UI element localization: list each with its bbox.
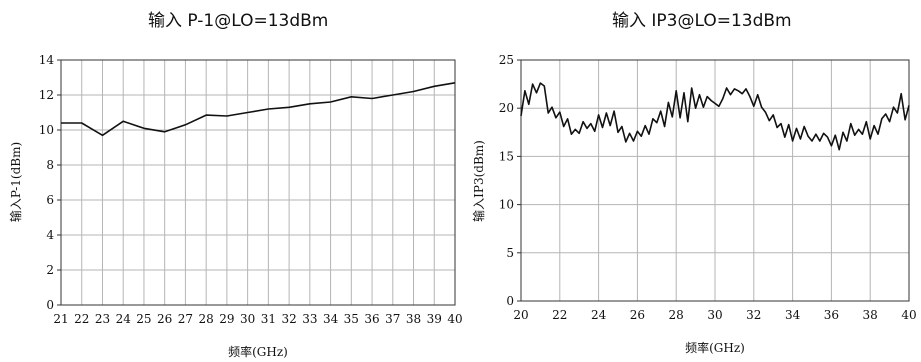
x-tick-label: 25 [136, 312, 151, 326]
x-tick-label: 22 [74, 312, 89, 326]
x-tick-label: 21 [53, 312, 68, 326]
x-tick-label: 36 [824, 308, 839, 322]
x-tick-label: 28 [199, 312, 214, 326]
chart-ip3: 20 22 24 26 28 30 32 34 36 38 40 0 5 10 15 20 25 频率(GHz) 输… [471, 53, 917, 355]
y-tick-label: 0 [506, 294, 514, 308]
x-tick-label: 37 [385, 312, 400, 326]
x-tick-label: 39 [427, 312, 442, 326]
y-tick-label: 8 [46, 158, 54, 172]
x-tick-label: 31 [261, 312, 276, 326]
y-tick-label: 10 [39, 123, 54, 137]
x-tick-label: 23 [95, 312, 110, 326]
y-tick-label: 15 [499, 149, 514, 163]
chart-p1: 21 22 23 24 25 26 27 28 29 30 31 32 33 34 35 36 37 38 39 40… [8, 53, 463, 359]
x-tick-label: 32 [281, 312, 296, 326]
x-axis-title: 频率(GHz) [685, 340, 745, 355]
x-tick-label: 32 [746, 308, 761, 322]
x-tick-label: 27 [178, 312, 193, 326]
plot-area-frame [60, 59, 456, 306]
y-axis-title: 输入P-1(dBm) [8, 142, 23, 222]
x-tick-label: 35 [344, 312, 359, 326]
y-tick-label: 12 [39, 88, 54, 102]
y-tick-label: 10 [499, 198, 514, 212]
y-tick-label: 6 [46, 193, 54, 207]
x-tick-label: 33 [302, 312, 317, 326]
x-tick-label: 38 [406, 312, 421, 326]
series-line-ip3 [520, 82, 910, 151]
y-tick-label: 5 [506, 246, 514, 260]
x-tick-label: 22 [552, 308, 567, 322]
x-tick-label: 24 [116, 312, 132, 326]
y-tick-label: 4 [46, 228, 54, 242]
x-tick-label: 26 [630, 308, 645, 322]
series-line-p1 [61, 82, 456, 137]
x-tick-label: 28 [669, 308, 684, 322]
y-tick-label: 0 [46, 298, 54, 312]
x-tick-label: 24 [591, 308, 607, 322]
y-tick-label: 20 [499, 101, 514, 115]
x-axis-title: 频率(GHz) [228, 344, 288, 359]
y-axis-title: 输入IP3(dBm) [471, 140, 486, 222]
chart-title-p1: 输入 P-1@LO=13dBm [148, 11, 329, 31]
y-tick-label: 14 [39, 53, 55, 67]
x-tick-label: 30 [707, 308, 722, 322]
x-tick-label: 40 [447, 312, 462, 326]
x-tick-label: 20 [513, 308, 528, 322]
chart-title-ip3: 输入 IP3@LO=13dBm [612, 11, 792, 31]
x-tick-label: 30 [240, 312, 255, 326]
plot-area-frame [520, 59, 910, 302]
x-tick-label: 26 [157, 312, 172, 326]
x-tick-label: 40 [901, 308, 916, 322]
y-tick-label: 2 [46, 263, 54, 277]
y-tick-label: 25 [499, 53, 514, 67]
x-tick-label: 29 [219, 312, 234, 326]
x-tick-label: 38 [863, 308, 878, 322]
x-tick-label: 34 [323, 312, 339, 326]
x-tick-label: 34 [785, 308, 801, 322]
x-tick-label: 36 [364, 312, 379, 326]
